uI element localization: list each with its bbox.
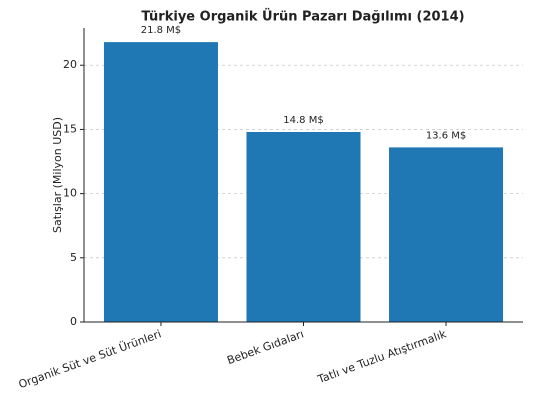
bar bbox=[246, 131, 361, 322]
x-tick-label: Tatlı ve Tuzlu Atıştırmalık bbox=[315, 327, 449, 386]
y-tick-label: 5 bbox=[70, 251, 77, 264]
value-label: 14.8 M$ bbox=[283, 115, 323, 126]
y-tick-label: 15 bbox=[63, 122, 77, 135]
bar bbox=[389, 147, 504, 322]
value-label: 21.8 M$ bbox=[141, 25, 181, 36]
x-tick-label: Bebek Gıdaları bbox=[225, 327, 305, 367]
chart-title: Türkiye Organik Ürün Pazarı Dağılımı (20… bbox=[141, 9, 464, 25]
bar bbox=[103, 42, 218, 322]
y-tick-label: 0 bbox=[70, 315, 77, 328]
y-axis-label: Satışlar (Milyon USD) bbox=[51, 117, 64, 233]
x-tick-label: Organik Süt ve Süt Ürünleri bbox=[17, 327, 163, 391]
y-tick-label: 20 bbox=[63, 58, 77, 71]
y-tick-label: 10 bbox=[63, 187, 77, 200]
value-label: 13.6 M$ bbox=[426, 130, 466, 141]
